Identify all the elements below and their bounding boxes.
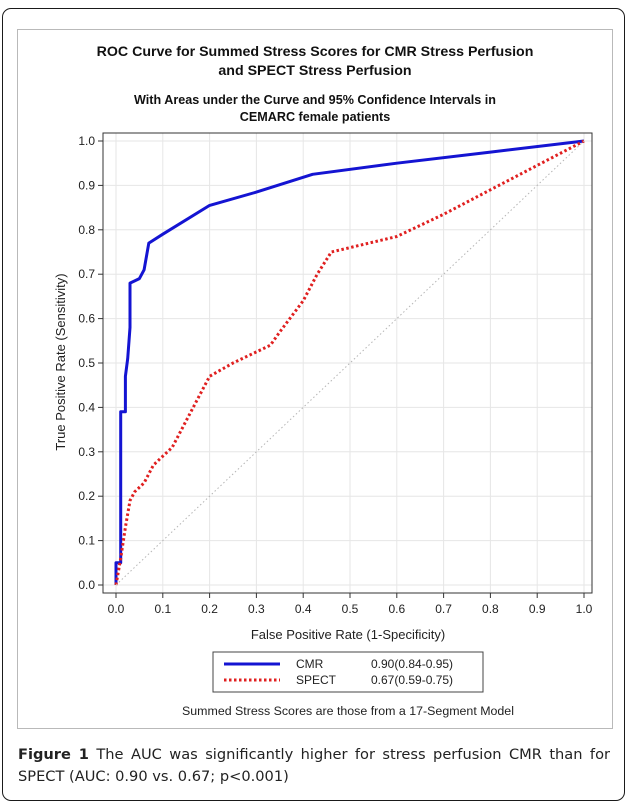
figure-caption: Figure 1 The AUC was significantly highe… bbox=[18, 744, 610, 788]
x-tick-label: 0.5 bbox=[342, 602, 359, 616]
series-line-cmr bbox=[114, 139, 585, 585]
y-tick-label: 0.8 bbox=[78, 223, 95, 237]
x-tick-label: 0.9 bbox=[529, 602, 546, 616]
legend-auc-spect: 0.67(0.59-0.75) bbox=[371, 673, 453, 687]
x-tick-label: 0.3 bbox=[248, 602, 265, 616]
x-tick-label: 0.1 bbox=[154, 602, 171, 616]
chart-title: ROC Curve for Summed Stress Scores for C… bbox=[97, 44, 534, 60]
chart-subtitle: With Areas under the Curve and 95% Confi… bbox=[134, 93, 496, 107]
legend-label-cmr: CMR bbox=[296, 657, 324, 671]
series-line-spect bbox=[114, 139, 585, 586]
x-tick-label: 0.2 bbox=[201, 602, 218, 616]
y-tick-label: 0.3 bbox=[78, 445, 95, 459]
chart-subtitle-line2: CEMARC female patients bbox=[240, 110, 390, 124]
y-tick-label: 0.6 bbox=[78, 312, 95, 326]
x-tick-label: 0.0 bbox=[108, 602, 125, 616]
y-tick-label: 0.4 bbox=[78, 400, 95, 414]
y-axis-label: True Positive Rate (Sensitivity) bbox=[53, 273, 68, 450]
x-tick-label: 0.7 bbox=[435, 602, 452, 616]
legend-label-spect: SPECT bbox=[296, 673, 337, 687]
x-tick-label: 1.0 bbox=[576, 602, 593, 616]
y-tick-label: 0.2 bbox=[78, 489, 95, 503]
y-tick-label: 0.0 bbox=[78, 578, 95, 592]
x-tick-label: 0.8 bbox=[482, 602, 499, 616]
chart-footnote: Summed Stress Scores are those from a 17… bbox=[182, 704, 514, 718]
figure-caption-text: The AUC was significantly higher for str… bbox=[18, 746, 610, 785]
figure-label: Figure 1 bbox=[18, 746, 89, 763]
y-tick-label: 0.5 bbox=[78, 356, 95, 370]
x-tick-label: 0.6 bbox=[388, 602, 405, 616]
y-tick-label: 1.0 bbox=[78, 134, 95, 148]
x-axis-label: False Positive Rate (1-Specificity) bbox=[251, 627, 445, 642]
y-tick-label: 0.7 bbox=[78, 267, 95, 281]
chart-title-line2: and SPECT Stress Perfusion bbox=[218, 63, 411, 79]
y-tick-label: 0.1 bbox=[78, 534, 95, 548]
y-tick-label: 0.9 bbox=[78, 178, 95, 192]
x-tick-label: 0.4 bbox=[295, 602, 312, 616]
legend-auc-cmr: 0.90(0.84-0.95) bbox=[371, 657, 453, 671]
legend-box bbox=[212, 651, 484, 693]
